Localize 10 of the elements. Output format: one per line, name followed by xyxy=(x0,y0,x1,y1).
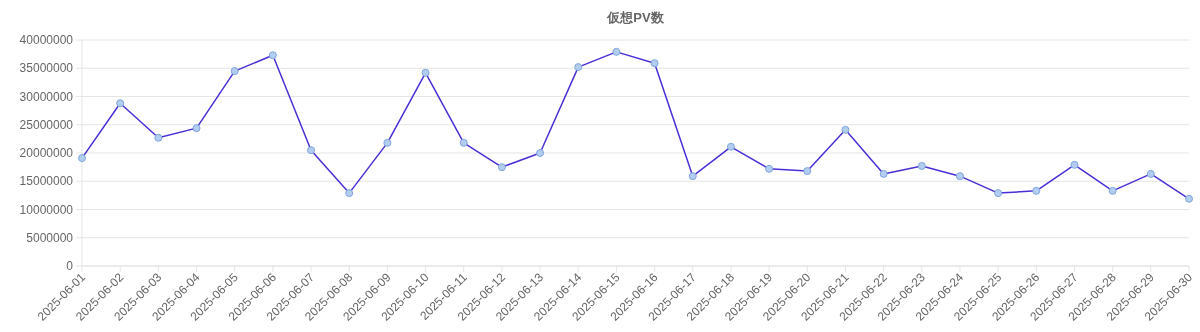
chart-title: 仮想PV数 xyxy=(606,10,665,25)
y-tick-label: 30000000 xyxy=(19,89,74,104)
y-tick-label: 5000000 xyxy=(26,230,74,245)
y-tick-label: 20000000 xyxy=(19,146,74,160)
y-tick-label: 40000000 xyxy=(19,33,74,47)
y-tick-label: 10000000 xyxy=(19,202,74,217)
y-tick-label: 35000000 xyxy=(19,61,74,76)
y-tick-label: 25000000 xyxy=(19,117,74,132)
y-tick-label: 15000000 xyxy=(19,174,74,189)
y-tick-label: 0 xyxy=(66,259,74,273)
